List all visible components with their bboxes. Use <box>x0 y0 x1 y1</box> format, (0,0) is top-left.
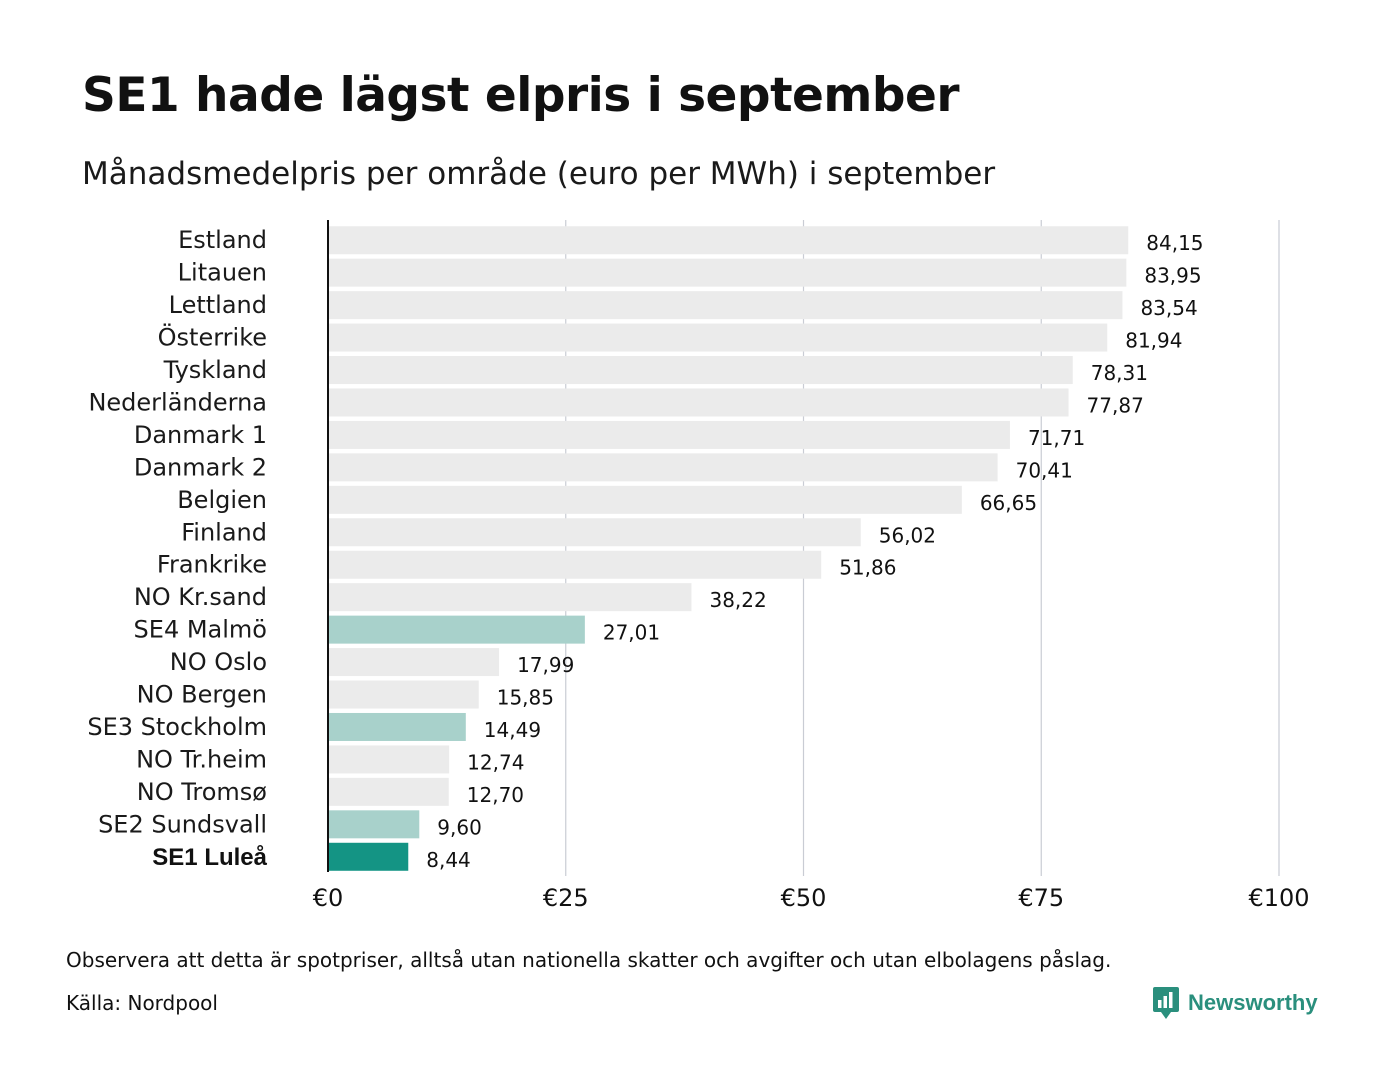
chart-title: SE1 hade lägst elpris i september <box>82 68 960 123</box>
value-label: 14,49 <box>484 718 541 742</box>
bar <box>328 550 822 579</box>
value-label: 83,54 <box>1140 296 1197 320</box>
value-label: 70,41 <box>1016 458 1073 482</box>
value-label: 27,01 <box>603 621 660 645</box>
bar-chart-speech-bubble-icon <box>1153 987 1179 1019</box>
logo-text: Newsworthy <box>1188 990 1318 1015</box>
bar <box>328 291 1123 320</box>
bar <box>328 453 998 482</box>
category-label: SE1 Luleå <box>152 844 267 871</box>
category-label: Frankrike <box>157 551 267 579</box>
labels: Estland 84,15 Litauen 83,95 Lettland 83,54 Öst… <box>87 226 1203 872</box>
bar <box>328 258 1127 287</box>
axes: €0 €25 €50 €75 €100 <box>313 220 1310 912</box>
bar <box>328 583 692 612</box>
value-label: 51,86 <box>839 556 896 580</box>
category-label: Finland <box>181 518 267 546</box>
bar <box>328 842 409 871</box>
bar <box>328 420 1010 449</box>
x-tick-label: €100 <box>1248 884 1309 912</box>
bar <box>328 777 449 806</box>
value-label: 8,44 <box>426 848 471 872</box>
category-label: Litauen <box>178 259 267 287</box>
value-label: 56,02 <box>879 523 936 547</box>
footnote: Observera att detta är spotpriser, allts… <box>66 948 1112 972</box>
category-label: Lettland <box>169 291 267 319</box>
value-label: 17,99 <box>517 653 574 677</box>
value-label: 38,22 <box>709 588 766 612</box>
category-label: SE2 Sundsvall <box>98 810 267 838</box>
value-label: 84,15 <box>1146 231 1203 255</box>
value-label: 83,95 <box>1144 264 1201 288</box>
x-tick-label: €75 <box>1018 884 1064 912</box>
source-note: Källa: Nordpool <box>66 991 218 1015</box>
chart-subtitle: Månadsmedelpris per område (euro per MWh… <box>82 156 996 192</box>
category-label: NO Oslo <box>170 648 267 676</box>
category-label: NO Tromsø <box>137 778 267 806</box>
bar <box>328 745 450 774</box>
bar <box>328 485 962 514</box>
category-label: Danmark 2 <box>134 453 267 481</box>
bar <box>328 810 420 839</box>
bar <box>328 518 861 547</box>
category-label: Tyskland <box>163 356 267 384</box>
category-label: NO Tr.heim <box>136 745 267 773</box>
bar <box>328 388 1069 417</box>
value-label: 81,94 <box>1125 329 1182 353</box>
category-label: Estland <box>178 226 267 254</box>
value-label: 12,74 <box>467 750 524 774</box>
newsworthy-logo: Newsworthy <box>1152 986 1318 1020</box>
value-label: 9,60 <box>437 815 482 839</box>
x-tick-label: €0 <box>313 884 344 912</box>
bar <box>328 356 1073 385</box>
category-label: NO Kr.sand <box>134 583 267 611</box>
category-label: SE3 Stockholm <box>87 713 267 741</box>
x-tick-label: €25 <box>543 884 589 912</box>
category-label: SE4 Malmö <box>134 616 267 644</box>
value-label: 12,70 <box>467 783 524 807</box>
bar <box>328 323 1108 352</box>
bar <box>328 615 585 644</box>
value-label: 77,87 <box>1087 393 1144 417</box>
bar <box>328 712 466 741</box>
bar <box>328 226 1129 255</box>
bars <box>328 226 1129 871</box>
x-tick-label: €50 <box>781 884 827 912</box>
bar <box>328 648 500 677</box>
category-label: Nederländerna <box>88 388 267 416</box>
category-label: Danmark 1 <box>134 421 267 449</box>
value-label: 15,85 <box>497 686 554 710</box>
category-label: NO Bergen <box>137 681 267 709</box>
value-label: 66,65 <box>980 491 1037 515</box>
category-label: Belgien <box>177 486 267 514</box>
value-label: 71,71 <box>1028 426 1085 450</box>
category-label: Österrike <box>158 323 267 352</box>
bar <box>328 680 479 709</box>
value-label: 78,31 <box>1091 361 1148 385</box>
